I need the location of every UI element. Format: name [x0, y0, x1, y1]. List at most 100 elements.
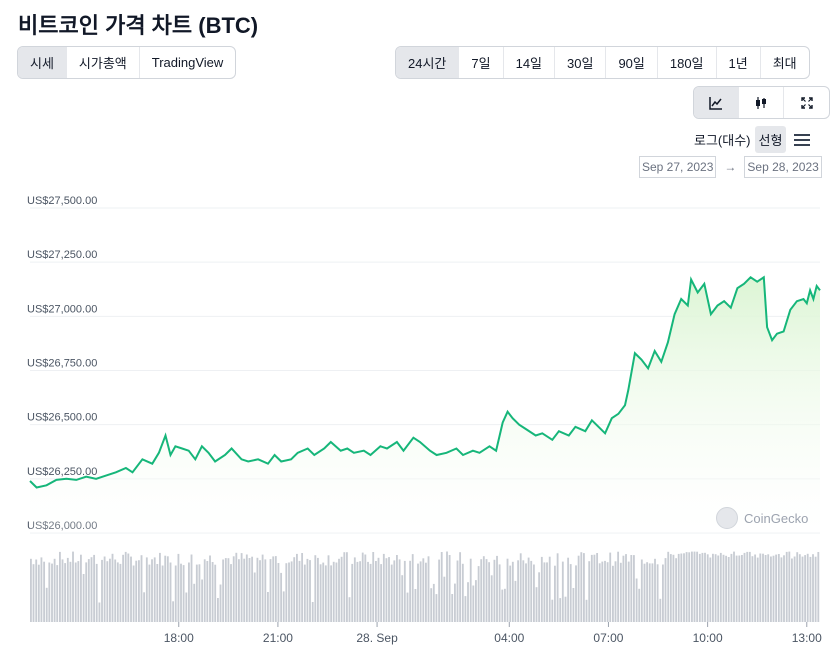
- volume-bar: [51, 563, 53, 622]
- volume-bar: [680, 553, 683, 622]
- range-1y[interactable]: 1년: [717, 47, 761, 78]
- volume-bar: [311, 602, 314, 622]
- volume-bar: [322, 562, 325, 622]
- tab-tradingview[interactable]: TradingView: [151, 55, 224, 70]
- page-title: 비트코인 가격 차트 (BTC): [18, 13, 259, 38]
- volume-bar: [540, 556, 543, 622]
- volume-bar: [319, 564, 322, 622]
- volume-bar: [472, 585, 475, 622]
- volume-bar: [514, 580, 517, 622]
- candlestick-button[interactable]: [739, 87, 784, 118]
- volume-bar: [706, 554, 709, 622]
- volume-bar: [396, 555, 398, 622]
- volume-bar: [375, 561, 377, 622]
- volume-bar: [704, 552, 706, 622]
- volume-bar: [527, 557, 530, 622]
- volume-bar: [130, 556, 132, 622]
- scale-log-option[interactable]: 로그(대수): [694, 133, 751, 148]
- volume-bar: [701, 552, 704, 622]
- volume-bar: [530, 560, 533, 622]
- volume-bar: [488, 562, 491, 622]
- volume-bar: [622, 555, 625, 622]
- x-tick-label: 18:00: [164, 631, 194, 645]
- volume-bar: [601, 561, 604, 622]
- volume-bar: [656, 564, 659, 622]
- range-90d[interactable]: 90일: [606, 47, 658, 78]
- date-from-input[interactable]: Sep 27, 2023: [639, 156, 717, 178]
- volume-bar: [53, 558, 56, 622]
- volume-bar: [817, 552, 820, 622]
- volume-bar: [467, 582, 469, 622]
- volume-bar: [556, 553, 559, 622]
- volume-bar: [770, 556, 772, 622]
- expand-icon: [800, 96, 813, 109]
- volume-bar: [590, 554, 593, 622]
- volume-bar: [432, 583, 435, 622]
- volume-bar: [604, 560, 606, 622]
- volume-bar: [116, 562, 119, 622]
- chart-tools: [693, 86, 830, 119]
- volume-bar: [427, 556, 430, 622]
- volume-bar: [804, 555, 807, 622]
- volume-bar: [519, 553, 522, 622]
- volume-bar: [454, 583, 456, 622]
- volume-bar: [151, 559, 153, 622]
- volume-bar: [35, 559, 38, 622]
- volume-bar: [280, 572, 283, 622]
- volume-bar: [30, 558, 32, 622]
- volume-bar: [596, 553, 599, 622]
- scale-linear-option[interactable]: 선형: [754, 126, 787, 153]
- volume-bar: [772, 555, 775, 622]
- tab-market-cap[interactable]: 시가총액: [67, 47, 140, 78]
- volume-bar: [43, 561, 46, 622]
- range-24h[interactable]: 24시간: [396, 47, 460, 78]
- range-30d[interactable]: 30일: [555, 47, 607, 78]
- price-chart[interactable]: US$26,000.00US$26,250.00US$26,500.00US$2…: [0, 190, 835, 655]
- volume-bar: [159, 552, 161, 622]
- volume-bar: [119, 563, 122, 622]
- range-7d[interactable]: 7일: [459, 47, 504, 78]
- volume-bar: [166, 556, 169, 622]
- date-to-input[interactable]: Sep 28, 2023: [744, 156, 822, 178]
- volume-bar: [640, 559, 643, 622]
- volume-bar: [235, 552, 238, 622]
- volume-bar: [188, 562, 190, 622]
- volume-bar: [698, 553, 701, 622]
- volume-bar: [619, 562, 622, 622]
- volume-bar: [106, 561, 109, 622]
- volume-bar: [498, 564, 501, 622]
- volume-bar: [317, 557, 319, 622]
- volume-bar: [301, 553, 304, 622]
- volume-bar: [61, 559, 64, 622]
- y-tick-label: US$27,500.00: [27, 195, 97, 207]
- volume-bar: [501, 589, 504, 622]
- menu-icon[interactable]: [794, 133, 811, 146]
- volume-bar: [451, 594, 454, 622]
- range-max[interactable]: 최대: [772, 56, 797, 71]
- expand-button[interactable]: [784, 87, 829, 118]
- volume-bar: [190, 554, 193, 622]
- volume-bar: [575, 565, 577, 622]
- volume-bar: [272, 556, 275, 622]
- volume-bar: [293, 557, 296, 622]
- volume-bar: [809, 556, 812, 622]
- volume-bar: [654, 558, 656, 622]
- line-chart-button[interactable]: [694, 87, 739, 118]
- range-14d[interactable]: 14일: [504, 47, 556, 78]
- range-180d[interactable]: 180일: [658, 47, 717, 78]
- volume-bar: [156, 564, 159, 622]
- volume-bar: [361, 552, 364, 622]
- volume-bar: [385, 558, 388, 622]
- volume-bar: [198, 564, 201, 622]
- volume-bar: [222, 559, 225, 622]
- volume-bar: [785, 551, 788, 622]
- volume-bar: [493, 559, 496, 622]
- x-axis-labels: 18:00 21:00 28. Sep 04:00 07:00 10:00 13:00: [164, 622, 822, 645]
- volume-bar: [201, 579, 204, 622]
- tab-price[interactable]: 시세: [18, 47, 67, 78]
- volume-bar: [161, 565, 164, 622]
- volume-bar: [277, 563, 280, 622]
- volume-bar: [288, 562, 290, 622]
- volume-bar: [314, 555, 317, 622]
- volume-bar: [261, 554, 264, 622]
